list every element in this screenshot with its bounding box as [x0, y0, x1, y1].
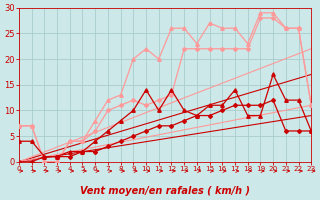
- X-axis label: Vent moyen/en rafales ( km/h ): Vent moyen/en rafales ( km/h ): [80, 186, 250, 196]
